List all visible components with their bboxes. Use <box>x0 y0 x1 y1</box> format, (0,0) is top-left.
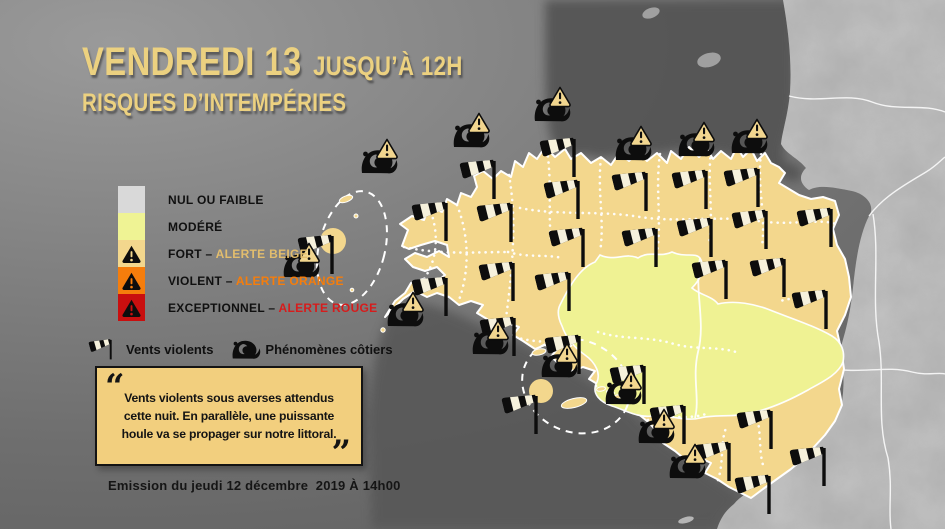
coastal-wave-alert-icon <box>360 138 399 175</box>
land-east <box>642 0 945 529</box>
sea-south <box>368 302 742 529</box>
department-borders <box>788 95 945 529</box>
channel-island <box>642 7 660 19</box>
coastal-wave-alert-icon <box>452 112 491 149</box>
channel-island <box>697 52 721 68</box>
coastal-island <box>678 516 694 524</box>
